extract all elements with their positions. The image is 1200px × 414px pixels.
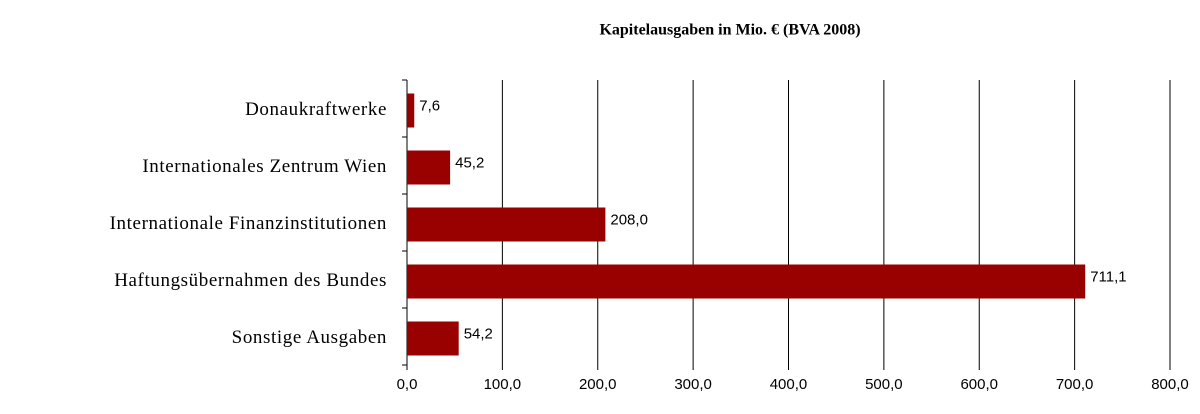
x-tick-label: 400,0 bbox=[770, 376, 808, 393]
x-tick-label: 500,0 bbox=[865, 376, 903, 393]
bar bbox=[407, 321, 459, 356]
value-label: 45,2 bbox=[455, 154, 484, 171]
value-label: 54,2 bbox=[464, 325, 493, 342]
value-label: 711,1 bbox=[1090, 268, 1126, 285]
bar bbox=[407, 207, 606, 242]
x-tick-label: 600,0 bbox=[960, 376, 998, 393]
x-tick-label: 100,0 bbox=[484, 376, 522, 393]
x-tick-label: 0,0 bbox=[397, 376, 418, 393]
bar bbox=[407, 93, 415, 128]
bar bbox=[407, 150, 451, 185]
y-tick-label: Internationales Zentrum Wien bbox=[142, 156, 387, 177]
value-label: 7,6 bbox=[419, 97, 440, 114]
y-tick-label: Donaukraftwerke bbox=[245, 99, 387, 120]
x-tick-label: 800,0 bbox=[1151, 376, 1189, 393]
value-label: 208,0 bbox=[610, 211, 648, 228]
x-tick-label: 200,0 bbox=[579, 376, 617, 393]
y-tick-label: Sonstige Ausgaben bbox=[232, 327, 387, 348]
bar bbox=[407, 264, 1086, 299]
y-tick-label: Haftungsübernahmen des Bundes bbox=[114, 270, 387, 291]
x-tick-label: 700,0 bbox=[1056, 376, 1094, 393]
chart-title: Kapitelausgaben in Mio. € (BVA 2008) bbox=[599, 22, 860, 39]
x-tick-label: 300,0 bbox=[674, 376, 712, 393]
y-tick-label: Internationale Finanzinstitutionen bbox=[110, 213, 387, 234]
